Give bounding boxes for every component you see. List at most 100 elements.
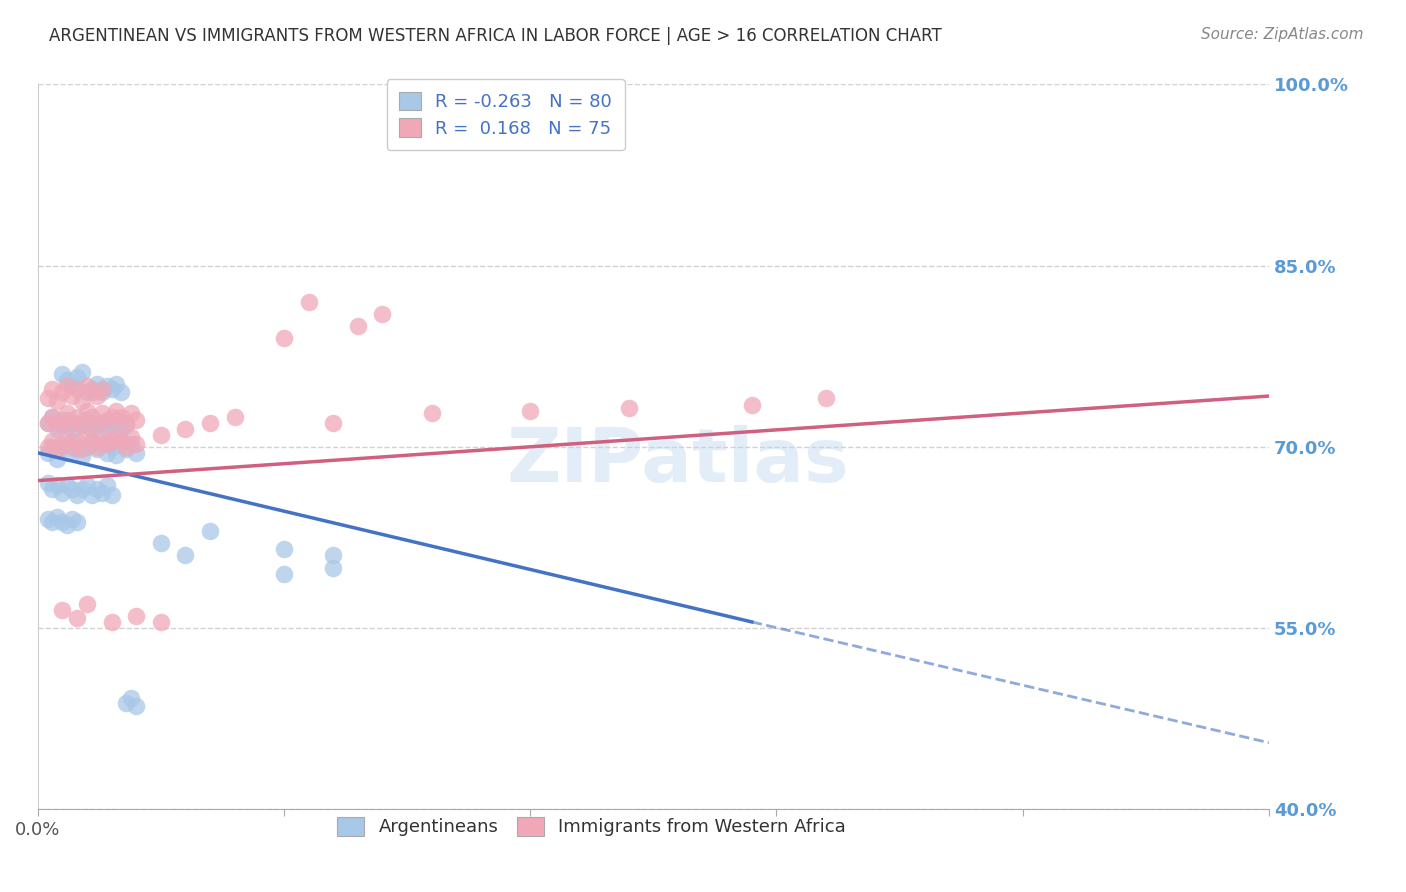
Point bbox=[70, 365, 93, 379]
Point bbox=[51, 437, 73, 451]
Point bbox=[125, 608, 148, 623]
Point bbox=[110, 434, 132, 448]
Point bbox=[105, 427, 128, 442]
Point bbox=[86, 416, 108, 430]
Point bbox=[37, 416, 59, 430]
Point bbox=[76, 597, 98, 611]
Point bbox=[96, 422, 118, 436]
Point bbox=[46, 442, 69, 457]
Point bbox=[110, 385, 132, 400]
Point bbox=[66, 488, 89, 502]
Point bbox=[100, 434, 122, 448]
Point bbox=[60, 422, 83, 436]
Point bbox=[80, 434, 103, 448]
Point bbox=[90, 437, 112, 451]
Point bbox=[617, 401, 640, 416]
Point bbox=[80, 409, 103, 424]
Point bbox=[273, 566, 295, 581]
Point bbox=[115, 416, 138, 430]
Point bbox=[125, 446, 148, 460]
Point bbox=[56, 478, 79, 492]
Point bbox=[273, 542, 295, 557]
Point bbox=[86, 442, 108, 457]
Point bbox=[66, 442, 89, 457]
Point bbox=[90, 430, 112, 444]
Point bbox=[125, 413, 148, 427]
Point bbox=[66, 369, 89, 384]
Point bbox=[120, 406, 142, 420]
Point bbox=[90, 416, 112, 430]
Point bbox=[86, 389, 108, 403]
Point bbox=[80, 422, 103, 436]
Point bbox=[120, 430, 142, 444]
Point bbox=[46, 451, 69, 466]
Point bbox=[60, 389, 83, 403]
Point bbox=[86, 376, 108, 391]
Point bbox=[76, 440, 98, 454]
Point bbox=[86, 440, 108, 454]
Point bbox=[51, 515, 73, 529]
Point bbox=[70, 482, 93, 496]
Point bbox=[297, 294, 319, 309]
Point bbox=[56, 518, 79, 533]
Point bbox=[41, 409, 63, 424]
Point bbox=[322, 416, 344, 430]
Point bbox=[70, 418, 93, 433]
Point bbox=[96, 478, 118, 492]
Point bbox=[80, 434, 103, 448]
Point bbox=[120, 691, 142, 706]
Point bbox=[51, 603, 73, 617]
Point bbox=[66, 434, 89, 448]
Point bbox=[66, 416, 89, 430]
Point bbox=[37, 476, 59, 491]
Point bbox=[37, 392, 59, 406]
Point bbox=[56, 379, 79, 393]
Point bbox=[51, 485, 73, 500]
Point bbox=[80, 385, 103, 400]
Point bbox=[60, 379, 83, 393]
Point bbox=[100, 382, 122, 396]
Point bbox=[41, 382, 63, 396]
Point bbox=[100, 409, 122, 424]
Point bbox=[371, 307, 394, 321]
Point bbox=[46, 418, 69, 433]
Point bbox=[51, 418, 73, 433]
Point bbox=[120, 437, 142, 451]
Point bbox=[110, 409, 132, 424]
Point bbox=[273, 331, 295, 345]
Point bbox=[51, 440, 73, 454]
Point bbox=[115, 440, 138, 454]
Point bbox=[76, 427, 98, 442]
Point bbox=[100, 418, 122, 433]
Point bbox=[322, 560, 344, 574]
Point bbox=[51, 368, 73, 382]
Point bbox=[76, 413, 98, 427]
Point bbox=[105, 413, 128, 427]
Point bbox=[125, 437, 148, 451]
Point bbox=[322, 549, 344, 563]
Point bbox=[37, 446, 59, 460]
Point bbox=[56, 373, 79, 387]
Point bbox=[76, 379, 98, 393]
Point bbox=[60, 440, 83, 454]
Point bbox=[110, 434, 132, 448]
Point bbox=[46, 393, 69, 408]
Point bbox=[115, 696, 138, 710]
Point bbox=[37, 416, 59, 430]
Point bbox=[90, 385, 112, 400]
Point bbox=[519, 403, 541, 417]
Point bbox=[105, 448, 128, 462]
Point bbox=[90, 406, 112, 420]
Point bbox=[86, 482, 108, 496]
Point bbox=[198, 524, 221, 539]
Point bbox=[56, 406, 79, 420]
Point bbox=[125, 699, 148, 714]
Point bbox=[105, 376, 128, 391]
Text: Source: ZipAtlas.com: Source: ZipAtlas.com bbox=[1201, 27, 1364, 42]
Point bbox=[46, 509, 69, 524]
Point bbox=[60, 482, 83, 496]
Point bbox=[149, 615, 172, 629]
Point bbox=[96, 446, 118, 460]
Point bbox=[105, 403, 128, 417]
Point bbox=[96, 437, 118, 451]
